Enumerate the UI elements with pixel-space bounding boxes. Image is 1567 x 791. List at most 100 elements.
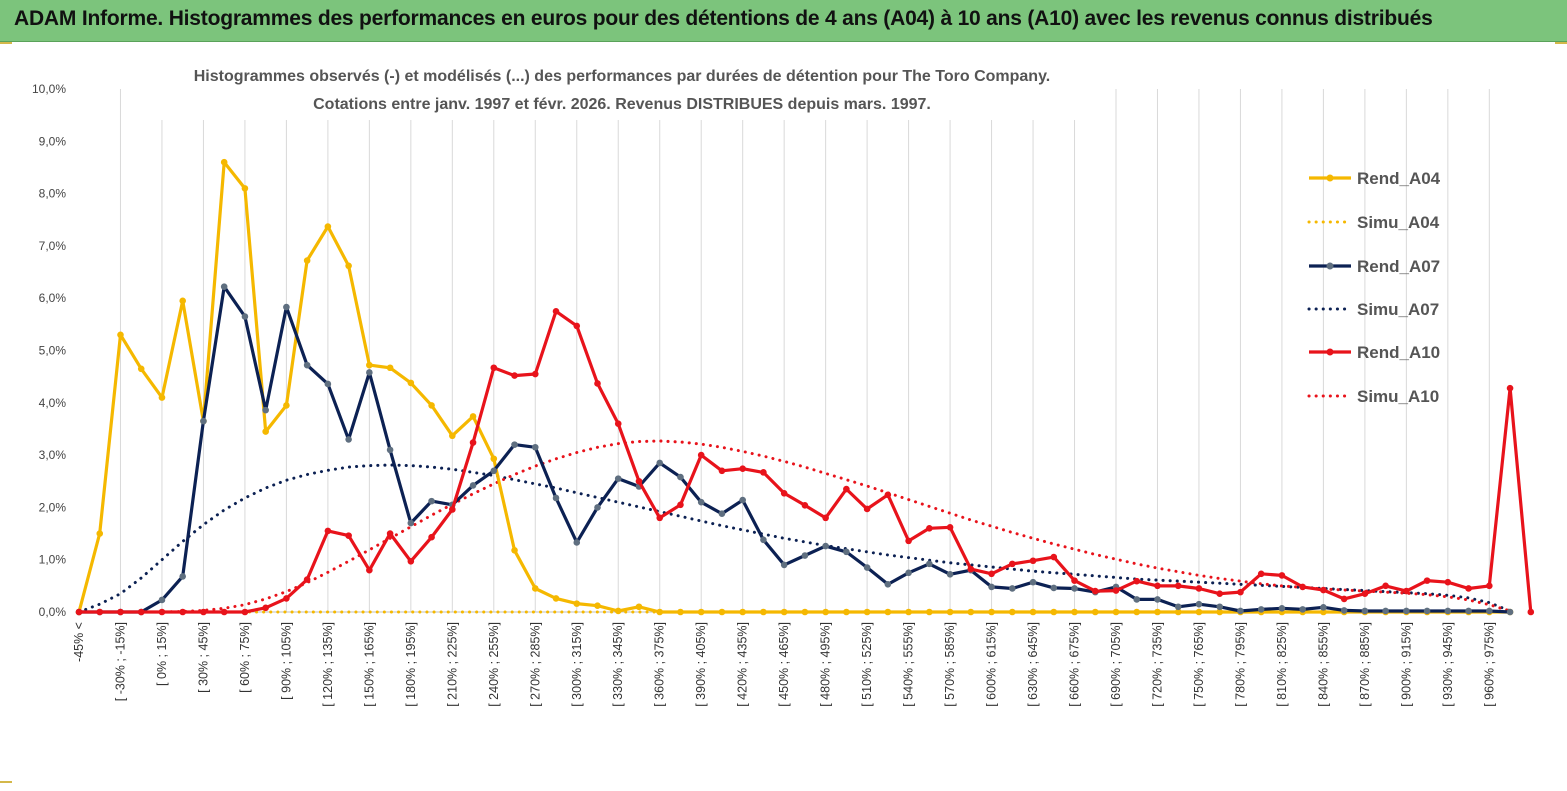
point-rend-a04 <box>490 455 498 463</box>
y-tick-label: 0,0% <box>39 605 67 619</box>
point-rend-a04 <box>1112 608 1120 616</box>
point-rend-a10 <box>511 372 518 379</box>
point-rend-a07 <box>1278 605 1286 612</box>
y-tick-label: 9,0% <box>39 134 67 148</box>
point-rend-a10 <box>926 525 933 532</box>
line-rend-a07 <box>79 285 1511 614</box>
point-rend-a07 <box>490 467 498 475</box>
point-rend-a10 <box>303 576 311 583</box>
x-tick-label: [ 570% ; 585%] <box>943 622 957 707</box>
point-rend-a04 <box>511 546 518 554</box>
y-tick-label: 1,0% <box>39 553 67 567</box>
point-rend-a10 <box>1029 557 1037 565</box>
point-rend-a10 <box>677 501 684 509</box>
point-rend-a07 <box>801 552 809 559</box>
point-rend-a10 <box>1071 577 1078 584</box>
point-rend-a07 <box>1299 606 1306 613</box>
point-rend-a07 <box>1237 607 1244 615</box>
point-rend-a10 <box>75 608 83 616</box>
point-rend-a10 <box>697 451 705 459</box>
x-tick-label: [ 930% ; 945%] <box>1441 622 1455 707</box>
point-rend-a07 <box>1174 603 1182 611</box>
corner-mark-bl <box>0 781 12 783</box>
y-tick-label: 8,0% <box>39 187 67 201</box>
line-simu-a10 <box>77 439 1512 614</box>
point-rend-a10 <box>1112 587 1120 594</box>
point-rend-a07 <box>760 536 767 544</box>
point-rend-a07 <box>1029 578 1037 586</box>
point-rend-a10 <box>1216 590 1223 597</box>
point-rend-a07 <box>179 573 186 580</box>
point-rend-a10 <box>843 485 850 493</box>
point-rend-a07 <box>1361 607 1369 615</box>
chart-title-bg <box>150 58 1100 120</box>
point-rend-a10 <box>656 514 664 522</box>
point-rend-a04 <box>1320 608 1327 616</box>
point-rend-a10 <box>241 608 249 616</box>
point-rend-a07 <box>1486 607 1493 615</box>
point-rend-a10 <box>1133 577 1141 585</box>
point-rend-a10 <box>573 322 581 330</box>
x-tick-label: [ 720% ; 735%] <box>1150 622 1164 707</box>
grid <box>119 89 1490 612</box>
point-rend-a10 <box>967 565 975 573</box>
x-tick-label: [ 870% ; 885%] <box>1358 622 1372 707</box>
point-rend-a10 <box>469 439 477 446</box>
x-tick-label: [ 960% ; 975%] <box>1482 622 1496 707</box>
point-rend-a04 <box>386 364 394 372</box>
legend-item-simu-a07: Simu_A07 <box>1307 300 1439 319</box>
point-rend-a07 <box>1071 585 1078 592</box>
y-tick-label: 3,0% <box>39 448 67 462</box>
point-rend-a10 <box>158 608 166 616</box>
point-rend-a07 <box>220 283 228 290</box>
point-rend-a10 <box>1237 588 1244 596</box>
point-rend-a04 <box>863 608 871 616</box>
point-rend-a07 <box>552 494 560 502</box>
x-tick-label: [ 600% ; 615%] <box>985 622 999 707</box>
legend-item-rend-a10: Rend_A10 <box>1309 343 1440 362</box>
point-rend-a10 <box>1527 608 1535 616</box>
point-rend-a04 <box>946 608 954 616</box>
point-rend-a04 <box>656 608 664 616</box>
point-rend-a04 <box>1133 608 1141 616</box>
x-tick-label: [ 360% ; 375%] <box>653 622 667 707</box>
legend-label: Rend_A10 <box>1357 343 1440 362</box>
corner-mark-tr <box>1555 42 1567 44</box>
y-tick-label: 10,0% <box>32 82 66 96</box>
point-rend-a04 <box>905 608 912 616</box>
point-rend-a10 <box>552 307 560 315</box>
x-tick-label: [ 0% ; 15%] <box>155 622 169 686</box>
point-rend-a10 <box>1486 582 1493 590</box>
point-rend-a07 <box>1050 584 1058 592</box>
point-rend-a07 <box>158 596 166 604</box>
x-tick-label: [ 30% ; 45%] <box>196 622 210 693</box>
x-tick-label: [ 150% ; 165%] <box>362 622 376 707</box>
y-axis: 0,0% 1,0% 2,0% 3,0% 4,0% 5,0% 6,0% 7,0% 8,0% 9,0%… <box>32 82 66 619</box>
point-rend-a04 <box>884 608 892 616</box>
point-rend-a10 <box>1340 595 1348 603</box>
point-rend-a10 <box>449 506 456 513</box>
legend-item-simu-a10: Simu_A10 <box>1307 387 1439 406</box>
point-rend-a07 <box>1154 596 1161 603</box>
point-rend-a07 <box>1133 596 1141 603</box>
y-tick-label: 2,0% <box>39 500 67 514</box>
legend-marker <box>1326 348 1334 356</box>
point-rend-a07 <box>1195 600 1203 608</box>
series-rend-a04 <box>75 158 1514 616</box>
point-rend-a04 <box>677 608 684 616</box>
point-rend-a04 <box>179 297 186 305</box>
point-rend-a10 <box>1361 590 1369 597</box>
point-rend-a07 <box>656 459 664 467</box>
x-tick-label: [ -30% ; -15%] <box>113 622 127 701</box>
point-rend-a10 <box>1174 582 1182 590</box>
point-rend-a04 <box>760 608 767 616</box>
point-rend-a07 <box>1320 603 1327 611</box>
x-tick-label: [ 420% ; 435%] <box>736 622 750 707</box>
point-rend-a04 <box>220 158 228 166</box>
point-rend-a07 <box>843 548 850 556</box>
x-tick-label: [ 450% ; 465%] <box>777 622 791 707</box>
chart-title-line-2: Cotations entre janv. 1997 et févr. 2026… <box>313 96 931 113</box>
point-rend-a10 <box>988 570 995 578</box>
point-rend-a10 <box>490 364 498 372</box>
point-rend-a10 <box>386 530 394 537</box>
